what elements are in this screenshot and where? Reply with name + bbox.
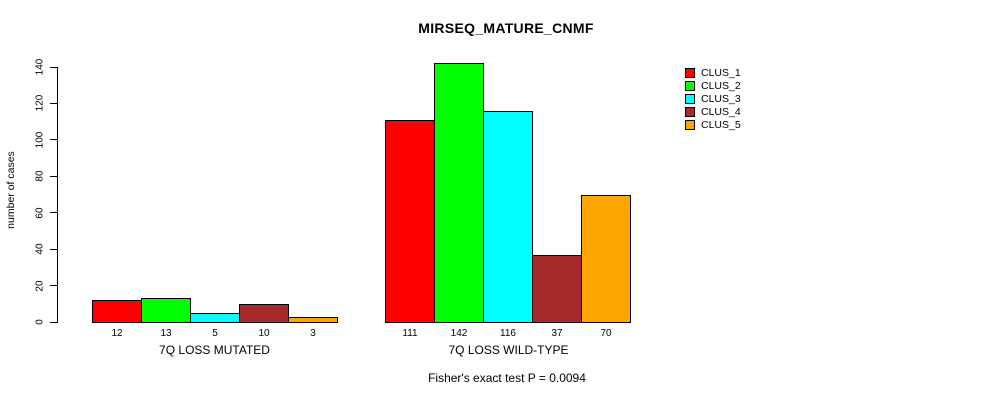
legend-swatch-clus_1 bbox=[685, 67, 695, 78]
legend-item-clus_1: CLUS_1 bbox=[685, 66, 741, 79]
y-tick-mark-80 bbox=[50, 175, 57, 177]
legend: CLUS_1 CLUS_2 CLUS_3 CLUS_4 CLUS_5 bbox=[685, 66, 741, 131]
bar-value-label-clus_3-group1: 5 bbox=[212, 328, 218, 339]
bar-clus_1-group1 bbox=[92, 300, 142, 323]
bar-value-label-clus_2-group1: 13 bbox=[160, 328, 172, 339]
annotation-pvalue: Fisher's exact test P = 0.0094 bbox=[428, 371, 586, 385]
legend-item-clus_2: CLUS_2 bbox=[685, 79, 741, 92]
legend-item-clus_4: CLUS_4 bbox=[685, 105, 741, 118]
bar-clus_3-group2 bbox=[483, 110, 533, 323]
y-tick-mark-0 bbox=[50, 321, 57, 323]
y-tick-mark-60 bbox=[50, 212, 57, 214]
bar-value-label-clus_3-group2: 116 bbox=[500, 328, 516, 339]
bar-clus_2-group2 bbox=[434, 63, 484, 323]
y-tick-label-100: 100 bbox=[34, 131, 46, 149]
bar-clus_5-group1 bbox=[288, 316, 338, 323]
y-tick-mark-120 bbox=[50, 102, 57, 104]
bar-clus_4-group1 bbox=[239, 303, 289, 323]
y-tick-label-140: 140 bbox=[34, 58, 46, 76]
legend-label-clus_2: CLUS_2 bbox=[701, 79, 741, 92]
legend-label-clus_1: CLUS_1 bbox=[701, 66, 741, 79]
bar-clus_5-group2 bbox=[581, 194, 631, 323]
y-axis-line bbox=[57, 67, 58, 323]
legend-label-clus_4: CLUS_4 bbox=[701, 105, 741, 118]
bar-clus_3-group1 bbox=[190, 312, 240, 323]
legend-label-clus_5: CLUS_5 bbox=[701, 118, 741, 131]
bar-value-label-clus_1-group1: 12 bbox=[111, 328, 123, 339]
y-tick-mark-40 bbox=[50, 248, 57, 250]
y-tick-mark-140 bbox=[50, 66, 57, 68]
bar-value-label-clus_4-group1: 10 bbox=[258, 328, 270, 339]
group-label-7q-loss-wild-type: 7Q LOSS WILD-TYPE bbox=[448, 343, 569, 357]
bar-value-label-clus_4-group2: 37 bbox=[551, 328, 563, 339]
bar-value-label-clus_5-group1: 3 bbox=[310, 328, 316, 339]
legend-item-clus_5: CLUS_5 bbox=[685, 118, 741, 131]
y-tick-label-40: 40 bbox=[34, 243, 46, 255]
group-label-7q-loss-mutated: 7Q LOSS MUTATED bbox=[159, 343, 270, 357]
y-tick-mark-20 bbox=[50, 285, 57, 287]
bar-clus_4-group2 bbox=[532, 254, 582, 323]
bar-clus_2-group1 bbox=[141, 298, 191, 323]
y-tick-label-80: 80 bbox=[34, 170, 46, 182]
legend-swatch-clus_3 bbox=[685, 93, 695, 104]
bar-value-label-clus_1-group2: 111 bbox=[402, 328, 418, 339]
legend-swatch-clus_2 bbox=[685, 80, 695, 91]
chart-title: MIRSEQ_MATURE_CNMF bbox=[418, 20, 594, 36]
y-tick-label-60: 60 bbox=[34, 207, 46, 219]
legend-swatch-clus_4 bbox=[685, 106, 695, 117]
y-tick-label-0: 0 bbox=[34, 319, 46, 325]
y-axis-title: number of cases bbox=[5, 151, 17, 229]
y-tick-label-20: 20 bbox=[34, 280, 46, 292]
legend-swatch-clus_5 bbox=[685, 119, 695, 130]
bar-clus_1-group2 bbox=[385, 119, 435, 323]
y-tick-mark-100 bbox=[50, 139, 57, 141]
bar-value-label-clus_5-group2: 70 bbox=[600, 328, 612, 339]
y-tick-label-120: 120 bbox=[34, 95, 46, 112]
legend-item-clus_3: CLUS_3 bbox=[685, 92, 741, 105]
legend-label-clus_3: CLUS_3 bbox=[701, 92, 741, 105]
bar-value-label-clus_2-group2: 142 bbox=[450, 328, 468, 339]
